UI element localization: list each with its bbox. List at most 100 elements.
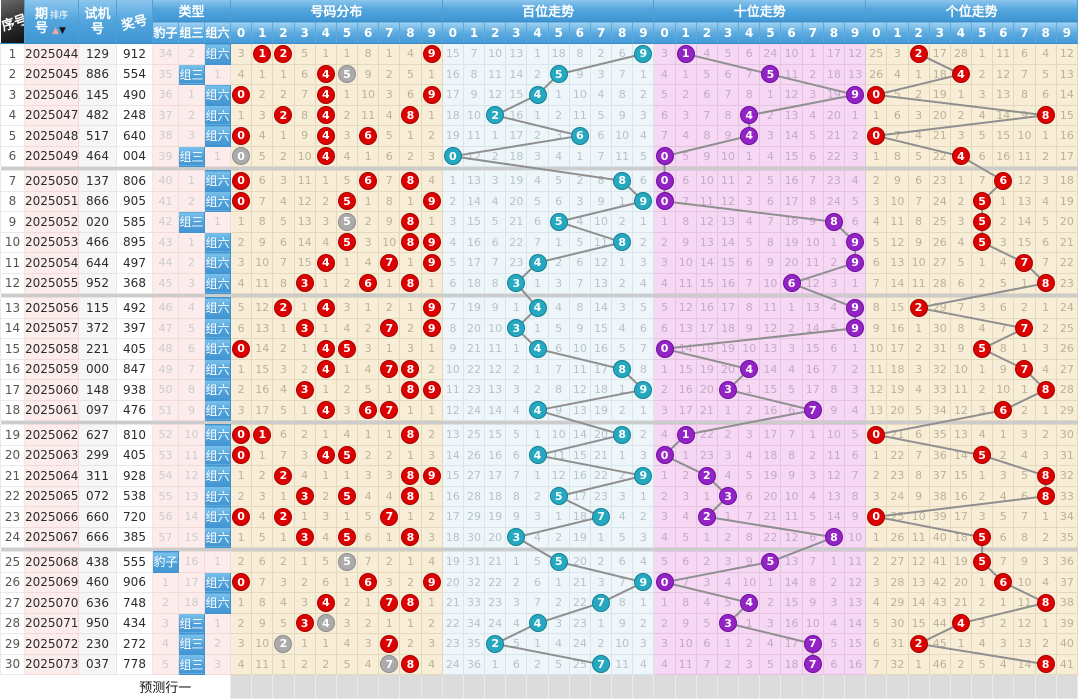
ball-cyan: 5 — [549, 65, 568, 84]
table-row: 7 2025050 137 806 40 1 组六 0 6 3 11 1 5 6 7 8 4 1 13 3 19 4 5 2 8… — [0, 170, 1078, 192]
digit-header: 6 — [357, 21, 380, 44]
grid-cell: 24 — [484, 612, 507, 634]
grid-cell: 1 — [178, 170, 205, 192]
grid-cell: 51 — [152, 399, 179, 421]
grid-cell: 299 — [78, 444, 117, 466]
ball-purple: 7 — [803, 655, 822, 674]
grid-cell: 0 — [653, 190, 676, 212]
grid-cell: 3 — [293, 485, 316, 507]
grid-cell: 3 — [949, 211, 973, 233]
grid-cell: 912 — [116, 43, 153, 65]
grid-cell: 29 — [462, 506, 486, 528]
grid-cell: 1 — [0, 43, 25, 65]
table-row: 9 2025052 020 585 42 组三 1 1 8 5 13 3 5 2 9 8 1 3 15 5 21 6 5 4 1… — [0, 211, 1078, 233]
grid-cell: 1 — [526, 358, 549, 380]
grid-cell: 1 — [314, 317, 337, 339]
grid-cell: 38 — [152, 125, 179, 147]
grid-cell: 0 — [230, 84, 253, 106]
grid-cell — [695, 674, 718, 699]
grid-cell: 18 — [716, 317, 740, 339]
table-row: 28 2025071 950 434 3 组三 1 2 9 5 3 4 3 2 1 1 2 22 34 24 4 4 3 23… — [0, 612, 1078, 634]
column-header-qihao[interactable]: 期号 排序 ▲▼ — [24, 0, 79, 44]
grid-cell: 19 — [568, 526, 591, 548]
grid-cell: 9 — [738, 551, 761, 573]
grid-cell: 6 — [843, 444, 867, 466]
grid-cell: 6 — [357, 571, 380, 593]
grid-cell: 3 — [716, 551, 740, 573]
grid-cell: 23 — [589, 485, 613, 507]
grid-cell: 8 — [399, 526, 422, 548]
grid-cell: 2 — [505, 571, 528, 593]
grid-cell: 20 — [716, 358, 740, 380]
grid-cell: 13 — [484, 379, 507, 401]
header-group-row: 序号 期号 排序 ▲▼ 试机号 奖号 类型 号码分布 百位走势 十位走势 个 — [0, 0, 1078, 44]
grid-cell: 11 — [886, 211, 909, 233]
grid-cell: 0 — [653, 170, 676, 192]
grid-cell: 9 — [251, 612, 274, 634]
grid-cell: 1 — [314, 379, 337, 401]
grid-cell: 12 — [759, 317, 782, 339]
digit-header: 2 — [908, 21, 930, 44]
grid-cell: 17 — [780, 633, 803, 655]
grid-cell: 7 — [886, 125, 909, 147]
grid-cell: 23 — [441, 633, 464, 655]
grid-cell: 3 — [420, 444, 443, 466]
grid-cell: 3 — [907, 104, 930, 126]
grid-cell — [653, 674, 676, 699]
grid-cell: 26 — [462, 444, 486, 466]
grid-cell: 4 — [843, 399, 867, 421]
grid-cell: 0 — [230, 444, 253, 466]
grid-cell: 7 — [378, 506, 401, 528]
grid-cell: 4 — [441, 231, 464, 253]
grid-cell: 4 — [738, 358, 761, 380]
grid-cell: 18 — [759, 444, 782, 466]
grid-cell: 9 — [0, 211, 25, 233]
grid-cell: 10 — [1013, 125, 1036, 147]
grid-cell: 30 — [886, 612, 909, 634]
grid-cell: 7 — [568, 272, 591, 294]
grid-cell: 2025067 — [24, 526, 79, 548]
ball-cyan: 9 — [634, 380, 653, 399]
grid-cell: 1 — [1034, 612, 1057, 634]
grid-cell: 4 — [907, 125, 930, 147]
digit-header: 3 — [294, 21, 316, 44]
digit-header: 5 — [759, 21, 782, 44]
grid-cell: 1 — [716, 506, 740, 528]
grid-cell: 23 — [0, 506, 25, 528]
sort-asc-icon[interactable]: ▲ — [52, 25, 59, 36]
grid-cell: 1 — [335, 465, 359, 487]
grid-cell: 5 — [843, 424, 867, 446]
grid-cell: 2025072 — [24, 633, 79, 655]
grid-cell: 460 — [78, 571, 117, 593]
grid-cell: 20 — [759, 485, 782, 507]
grid-cell: 4 — [526, 444, 549, 466]
grid-cell: 8 — [399, 592, 422, 614]
grid-cell: 6 — [357, 170, 380, 192]
grid-cell: 10 — [738, 338, 761, 360]
grid-cell: 8 — [907, 211, 930, 233]
grid-cell: 10 — [1013, 571, 1036, 593]
grid-cell: 1 — [865, 104, 888, 126]
digit-header: 1 — [675, 21, 697, 44]
ball-purple: 8 — [824, 528, 843, 547]
sort-desc-icon[interactable]: ▼ — [59, 25, 66, 36]
grid-cell: 5 — [759, 551, 782, 573]
grid-cell: 5 — [293, 43, 316, 65]
grid-cell: 482 — [78, 104, 117, 126]
ball-red: 4 — [316, 126, 335, 145]
ball-red: 9 — [422, 380, 441, 399]
grid-cell: 21 — [759, 506, 782, 528]
grid-cell: 6 — [992, 571, 1015, 593]
grid-cell: 5 — [653, 84, 676, 106]
grid-cell: 7 — [378, 633, 401, 655]
grid-cell: 5 — [272, 399, 295, 421]
ball-red: 9 — [422, 466, 441, 485]
prediction-label[interactable]: 预测行一 — [0, 674, 231, 699]
grid-cell: 3 — [716, 379, 740, 401]
grid-cell: 4 — [378, 104, 401, 126]
ball-red: 0 — [867, 507, 886, 526]
sort-control[interactable]: 排序 ▲▼ — [50, 7, 68, 37]
grid-cell: 10 — [992, 379, 1015, 401]
grid-cell: 905 — [116, 190, 153, 212]
grid-cell: 3 — [632, 633, 655, 655]
